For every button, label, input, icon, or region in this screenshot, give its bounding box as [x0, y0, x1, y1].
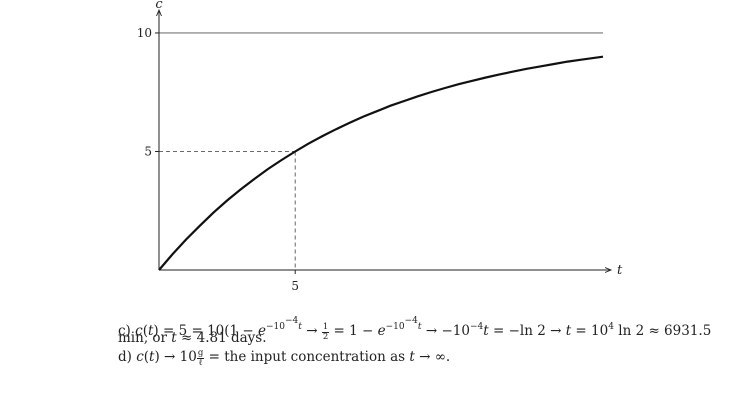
c-const: 10 — [207, 323, 225, 339]
answer-c-line-2: min, or t ≈ 4.81 days. — [118, 330, 267, 346]
t-approx: 6931.5 — [664, 323, 712, 339]
x-axis-label: t — [617, 263, 623, 278]
series-layer — [158, 55, 604, 271]
exp-base: −10 — [266, 322, 286, 332]
reference-lines — [159, 32, 603, 270]
y-tick-label-10: 10 — [137, 26, 152, 40]
answer-d-label: d) — [118, 349, 137, 365]
axes — [155, 10, 611, 274]
c-var: c — [135, 323, 143, 339]
x-tick-label-5: 5 — [291, 279, 299, 293]
tick-labels: 5 5 10 t c — [137, 0, 623, 293]
unit-text: min, or — [118, 330, 167, 346]
concentration-figure: 5 5 10 t c — [137, 0, 623, 293]
ln-result: −ln 2 — [508, 323, 546, 339]
series-line-0 — [158, 55, 604, 271]
exp-pow: −4 — [285, 316, 299, 326]
y-tick-label-5: 5 — [144, 144, 152, 158]
days-value: 4.81 — [196, 330, 227, 346]
limit-value: 10 — [179, 349, 197, 365]
c-value: 5 — [178, 323, 188, 339]
answer-d-text: = the input concentration as — [208, 349, 406, 365]
answer-c-label: c) — [118, 323, 136, 339]
answer-d: d) c(t) → 10 g ℓ = the input concentration… — [118, 348, 451, 368]
y-axis-label: c — [155, 0, 163, 12]
